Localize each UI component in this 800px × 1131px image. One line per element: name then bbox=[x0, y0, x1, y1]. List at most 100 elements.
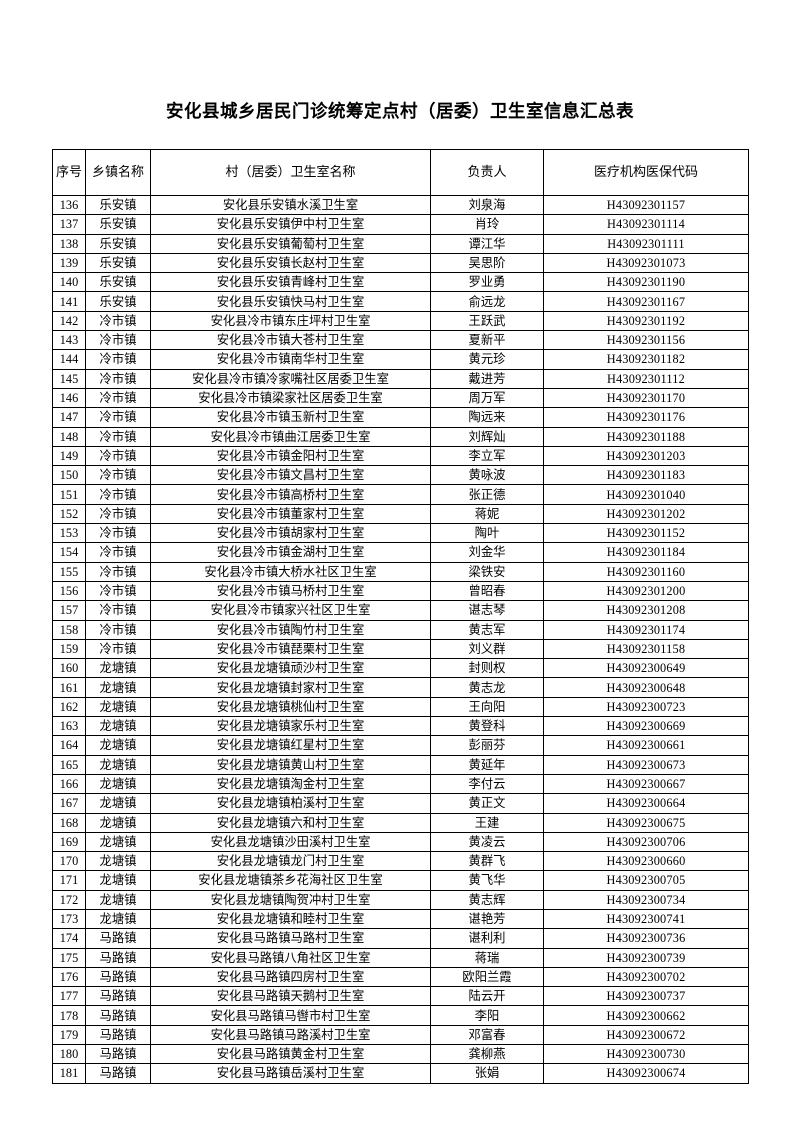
table-row: 159 冷市镇 安化县冷市镇琵栗村卫生室 刘义群 H43092301158 bbox=[52, 638, 749, 660]
cell-clinic: 安化县乐安镇伊中村卫生室 bbox=[150, 214, 431, 235]
cell-code: H43092301111 bbox=[543, 233, 749, 254]
cell-person: 黄群飞 bbox=[430, 851, 544, 872]
cell-town: 冷市镇 bbox=[85, 368, 151, 389]
cell-seq: 143 bbox=[52, 330, 86, 351]
cell-person: 邓富春 bbox=[430, 1024, 544, 1046]
table-row: 139 乐安镇 安化县乐安镇长赵村卫生室 吴思阶 H43092301073 bbox=[52, 252, 749, 274]
cell-code: H43092300702 bbox=[543, 966, 749, 988]
cell-seq: 158 bbox=[52, 619, 86, 640]
cell-seq: 156 bbox=[52, 580, 86, 602]
cell-clinic: 安化县马路镇岳溪村卫生室 bbox=[150, 1063, 431, 1084]
cell-code: H43092300737 bbox=[543, 986, 749, 1007]
cell-person: 黄志军 bbox=[430, 619, 544, 640]
cell-town: 冷市镇 bbox=[85, 387, 151, 409]
table-row: 158 冷市镇 安化县冷市镇陶竹村卫生室 黄志军 H43092301174 bbox=[52, 619, 749, 640]
cell-clinic: 安化县马路镇天鹅村卫生室 bbox=[150, 986, 431, 1007]
cell-clinic: 安化县冷市镇琵栗村卫生室 bbox=[150, 638, 431, 660]
cell-seq: 159 bbox=[52, 638, 86, 660]
cell-code: H43092301182 bbox=[543, 349, 749, 370]
cell-clinic: 安化县龙塘镇顽沙村卫生室 bbox=[150, 658, 431, 679]
cell-seq: 137 bbox=[52, 214, 86, 235]
cell-town: 冷市镇 bbox=[85, 619, 151, 640]
cell-seq: 166 bbox=[52, 773, 86, 795]
cell-seq: 176 bbox=[52, 966, 86, 988]
table-row: 161 龙塘镇 安化县龙塘镇封家村卫生室 黄志龙 H43092300648 bbox=[52, 677, 749, 698]
cell-clinic: 安化县马路镇八角社区卫生室 bbox=[150, 947, 431, 968]
cell-person: 陶叶 bbox=[430, 523, 544, 544]
table-row: 169 龙塘镇 安化县龙塘镇沙田溪村卫生室 黄凌云 H43092300706 bbox=[52, 831, 749, 853]
cell-code: H43092301184 bbox=[543, 542, 749, 563]
cell-code: H43092300675 bbox=[543, 812, 749, 833]
table-body: 136 乐安镇 安化县乐安镇水溪卫生室 刘泉海 H43092301157 137 乐安镇 安化… bbox=[52, 194, 749, 1084]
cell-code: H43092300706 bbox=[543, 831, 749, 853]
cell-seq: 144 bbox=[52, 349, 86, 370]
cell-seq: 136 bbox=[52, 194, 86, 216]
table-row: 142 冷市镇 安化县冷市镇东庄坪村卫生室 王跃武 H43092301192 bbox=[52, 310, 749, 332]
cell-town: 马路镇 bbox=[85, 1024, 151, 1046]
cell-town: 龙塘镇 bbox=[85, 696, 151, 718]
cell-clinic: 安化县龙塘镇黄山村卫生室 bbox=[150, 754, 431, 775]
cell-code: H43092300664 bbox=[543, 793, 749, 814]
cell-code: H43092301208 bbox=[543, 600, 749, 621]
cell-person: 龚柳燕 bbox=[430, 1044, 544, 1065]
cell-person: 张娟 bbox=[430, 1063, 544, 1084]
cell-person: 夏新平 bbox=[430, 330, 544, 351]
cell-clinic: 安化县龙塘镇家乐村卫生室 bbox=[150, 716, 431, 737]
cell-person: 谌志琴 bbox=[430, 600, 544, 621]
cell-clinic: 安化县乐安镇长赵村卫生室 bbox=[150, 252, 431, 274]
table-row: 164 龙塘镇 安化县龙塘镇红星村卫生室 彭丽芬 H43092300661 bbox=[52, 735, 749, 756]
cell-town: 龙塘镇 bbox=[85, 851, 151, 872]
table-row: 155 冷市镇 安化县冷市镇大桥水社区卫生室 梁铁安 H43092301160 bbox=[52, 561, 749, 582]
cell-seq: 149 bbox=[52, 445, 86, 467]
cell-person: 黄志龙 bbox=[430, 677, 544, 698]
cell-person: 黄飞华 bbox=[430, 870, 544, 891]
table-row: 149 冷市镇 安化县冷市镇金阳村卫生室 李立军 H43092301203 bbox=[52, 445, 749, 467]
cell-person: 刘金华 bbox=[430, 542, 544, 563]
cell-seq: 175 bbox=[52, 947, 86, 968]
cell-person: 陶远来 bbox=[430, 407, 544, 428]
cell-town: 冷市镇 bbox=[85, 484, 151, 505]
table-row: 148 冷市镇 安化县冷市镇曲江居委卫生室 刘辉灿 H43092301188 bbox=[52, 426, 749, 447]
cell-person: 黄志辉 bbox=[430, 889, 544, 910]
cell-person: 黄延年 bbox=[430, 754, 544, 775]
cell-person: 刘义群 bbox=[430, 638, 544, 660]
cell-code: H43092300723 bbox=[543, 696, 749, 718]
cell-person: 谌艳芳 bbox=[430, 908, 544, 930]
cell-person: 陆云开 bbox=[430, 986, 544, 1007]
cell-code: H43092301170 bbox=[543, 387, 749, 409]
table-row: 146 冷市镇 安化县冷市镇梁家社区居委卫生室 周万军 H43092301170 bbox=[52, 387, 749, 409]
cell-code: H43092300739 bbox=[543, 947, 749, 968]
cell-town: 马路镇 bbox=[85, 1005, 151, 1026]
cell-clinic: 安化县冷市镇玉新村卫生室 bbox=[150, 407, 431, 428]
cell-person: 王建 bbox=[430, 812, 544, 833]
clinic-table-container: 序号 乡镇名称 村（居委）卫生室名称 负责人 医疗机构医保代码 136 乐安镇 安化… bbox=[52, 149, 749, 1084]
cell-town: 龙塘镇 bbox=[85, 716, 151, 737]
table-row: 162 龙塘镇 安化县龙塘镇桃仙村卫生室 王向阳 H43092300723 bbox=[52, 696, 749, 718]
cell-clinic: 安化县冷市镇金阳村卫生室 bbox=[150, 445, 431, 467]
cell-code: H43092301188 bbox=[543, 426, 749, 447]
cell-code: H43092301202 bbox=[543, 503, 749, 525]
cell-code: H43092300667 bbox=[543, 773, 749, 795]
cell-code: H43092301174 bbox=[543, 619, 749, 640]
cell-town: 龙塘镇 bbox=[85, 908, 151, 930]
cell-code: H43092301200 bbox=[543, 580, 749, 602]
cell-seq: 172 bbox=[52, 889, 86, 910]
cell-clinic: 安化县马路镇马路溪村卫生室 bbox=[150, 1024, 431, 1046]
table-row: 167 龙塘镇 安化县龙塘镇柏溪村卫生室 黄正文 H43092300664 bbox=[52, 793, 749, 814]
table-row: 141 乐安镇 安化县乐安镇快马村卫生室 俞远龙 H43092301167 bbox=[52, 291, 749, 312]
cell-town: 龙塘镇 bbox=[85, 735, 151, 756]
cell-town: 马路镇 bbox=[85, 928, 151, 949]
column-header-code: 医疗机构医保代码 bbox=[543, 149, 749, 196]
cell-clinic: 安化县乐安镇快马村卫生室 bbox=[150, 291, 431, 312]
cell-seq: 173 bbox=[52, 908, 86, 930]
cell-code: H43092301158 bbox=[543, 638, 749, 660]
cell-clinic: 安化县冷市镇金湖村卫生室 bbox=[150, 542, 431, 563]
cell-town: 马路镇 bbox=[85, 1044, 151, 1065]
cell-person: 曾昭春 bbox=[430, 580, 544, 602]
cell-person: 谭江华 bbox=[430, 233, 544, 254]
cell-code: H43092300741 bbox=[543, 908, 749, 930]
cell-person: 蒋妮 bbox=[430, 503, 544, 525]
table-row: 153 冷市镇 安化县冷市镇胡家村卫生室 陶叶 H43092301152 bbox=[52, 523, 749, 544]
cell-code: H43092301157 bbox=[543, 194, 749, 216]
